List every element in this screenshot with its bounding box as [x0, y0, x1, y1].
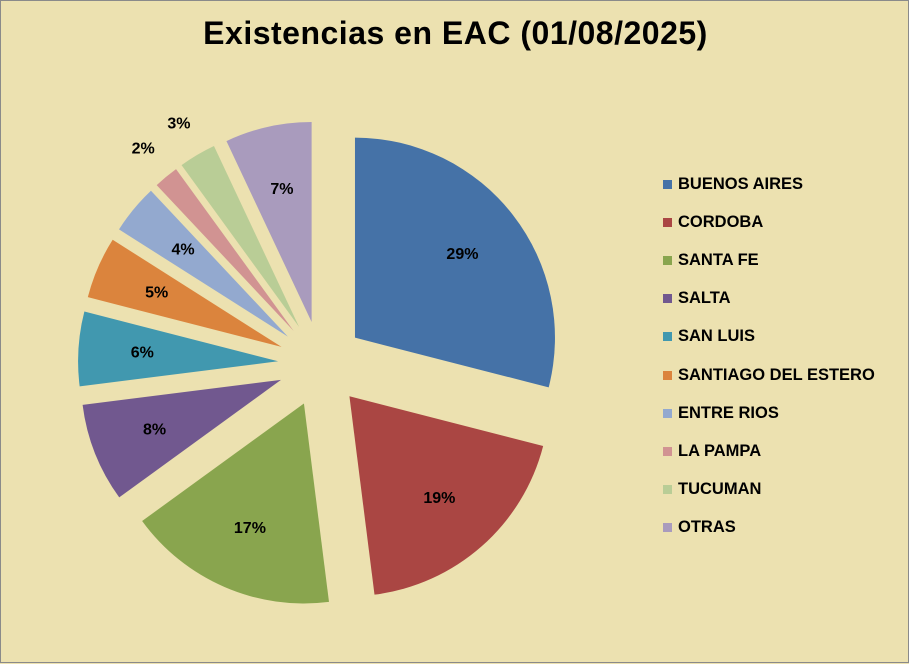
data-label-entre-rios: 4%: [172, 241, 195, 258]
pie-slice-tucuman: [181, 146, 300, 327]
data-label-buenos-aires: 29%: [446, 246, 478, 263]
legend-label: OTRAS: [678, 518, 736, 537]
legend-label: SALTA: [678, 289, 731, 308]
legend-label: ENTRE RIOS: [678, 403, 779, 422]
legend-swatch: [663, 408, 672, 418]
legend-item-santa-fe: SANTA FE: [663, 241, 908, 279]
legend-item-san-luis: SAN LUIS: [663, 318, 908, 356]
data-label-cordoba: 19%: [423, 490, 455, 507]
chart-title: Existencias en EAC (01/08/2025): [203, 15, 708, 51]
pie-slice-santiago-del-estero: [87, 239, 282, 347]
legend: BUENOS AIRES CORDOBA SANTA FE SALTA SAN LUIS…: [663, 165, 908, 547]
legend-swatch: [663, 179, 672, 189]
legend-swatch: [663, 294, 672, 304]
pie-slice-cordoba: [349, 396, 544, 595]
legend-swatch: [663, 332, 672, 342]
pie-slice-santa-fe: [142, 403, 329, 604]
legend-swatch: [663, 255, 672, 265]
legend-label: SANTIAGO DEL ESTERO: [678, 365, 875, 384]
data-label-la-pampa: 2%: [132, 141, 155, 158]
legend-swatch: [663, 446, 672, 456]
legend-item-tucuman: TUCUMAN: [663, 471, 908, 509]
data-label-santa-fe: 17%: [234, 520, 266, 537]
legend-swatch: [663, 370, 672, 380]
legend-item-buenos-aires: BUENOS AIRES: [663, 165, 908, 203]
legend-item-otras: OTRAS: [663, 509, 908, 547]
pie-slice-san-luis: [78, 311, 279, 387]
legend-item-santiago-del-estero: SANTIAGO DEL ESTERO: [663, 356, 908, 394]
pie-slice-entre-rios: [119, 190, 288, 337]
pie-slice-otras: [226, 122, 312, 323]
legend-item-salta: SALTA: [663, 280, 908, 318]
legend-item-la-pampa: LA PAMPA: [663, 432, 908, 470]
legend-item-cordoba: CORDOBA: [663, 203, 908, 241]
pie-slice-la-pampa: [156, 169, 294, 331]
legend-label: SAN LUIS: [678, 327, 756, 346]
legend-label: BUENOS AIRES: [678, 174, 803, 193]
legend-swatch: [663, 485, 672, 495]
data-label-salta: 8%: [143, 421, 166, 438]
data-label-santiago-del-estero: 5%: [145, 284, 168, 301]
data-label-san-luis: 6%: [131, 344, 154, 361]
data-label-tucuman: 3%: [167, 115, 190, 132]
pie-slice-buenos-aires: [354, 137, 555, 388]
legend-label: TUCUMAN: [678, 480, 762, 499]
data-label-otras: 7%: [270, 181, 293, 198]
legend-item-entre-rios: ENTRE RIOS: [663, 394, 908, 432]
pie-slice-salta: [82, 379, 282, 498]
legend-swatch: [663, 217, 672, 227]
legend-label: SANTA FE: [678, 250, 759, 269]
legend-label: CORDOBA: [678, 212, 764, 231]
legend-label: LA PAMPA: [678, 441, 762, 460]
legend-swatch: [663, 523, 672, 533]
